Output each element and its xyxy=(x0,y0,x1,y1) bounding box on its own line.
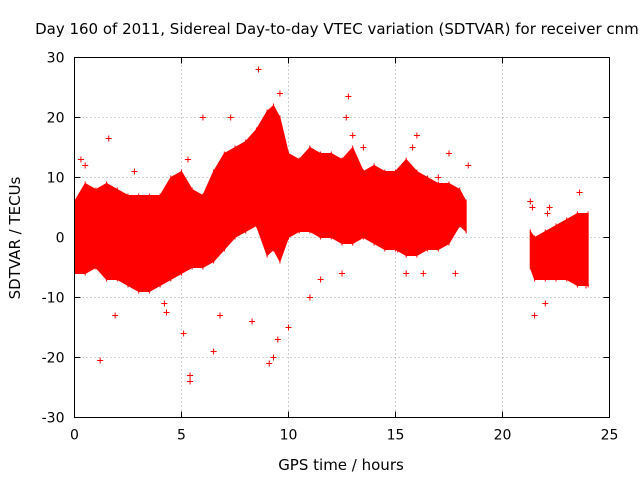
data-point xyxy=(180,330,187,337)
data-point xyxy=(112,312,119,319)
chart-title: Day 160 of 2011, Sidereal Day-to-day VTE… xyxy=(35,20,640,38)
data-point xyxy=(446,150,452,157)
data-point xyxy=(542,300,549,307)
data-band xyxy=(529,213,589,286)
x-tick-label: 25 xyxy=(601,428,619,444)
axis-ticks: 0 5 10 15 20 25 -30 -20 -10 0 10 20 30 xyxy=(42,51,619,444)
data-point xyxy=(259,174,266,181)
data-point xyxy=(343,114,350,121)
x-axis-label: GPS time / hours xyxy=(278,456,404,474)
x-tick-label: 5 xyxy=(177,428,186,444)
data-point xyxy=(187,372,194,379)
data-point xyxy=(131,168,138,175)
y-tick-label: 20 xyxy=(47,111,65,127)
y-tick-label: 30 xyxy=(47,51,65,67)
plot-frame xyxy=(74,57,610,418)
data-band xyxy=(74,104,467,292)
data-point xyxy=(345,93,352,100)
data-point xyxy=(285,324,292,331)
data-point xyxy=(578,270,585,277)
data-point xyxy=(452,270,459,277)
data-point xyxy=(544,210,551,217)
x-tick-label: 10 xyxy=(280,428,298,444)
data-point xyxy=(184,156,191,163)
x-tick-label: 0 xyxy=(70,428,79,444)
data-point xyxy=(529,204,536,211)
data-point xyxy=(82,162,89,169)
data-point xyxy=(317,276,324,283)
data-point xyxy=(217,312,224,319)
data-point xyxy=(465,162,472,169)
data-point xyxy=(339,270,345,277)
data-point xyxy=(420,270,427,277)
data-point xyxy=(77,156,84,163)
data-point xyxy=(105,135,112,142)
data-point xyxy=(403,270,410,277)
data-point xyxy=(161,300,168,307)
data-point xyxy=(576,189,583,196)
data-point xyxy=(163,309,170,316)
data-points xyxy=(77,66,589,385)
data-point xyxy=(546,204,553,211)
data-point xyxy=(413,132,420,139)
y-tick-label: -30 xyxy=(42,411,65,427)
data-point xyxy=(306,294,313,301)
data-point xyxy=(302,156,309,163)
x-tick-label: 20 xyxy=(494,428,512,444)
data-point xyxy=(255,66,262,73)
data-point xyxy=(360,144,367,151)
x-tick-label: 15 xyxy=(387,428,405,444)
data-point xyxy=(210,348,217,355)
data-point xyxy=(199,114,206,121)
y-tick-label: 10 xyxy=(47,171,65,187)
data-point xyxy=(274,336,281,343)
data-point xyxy=(270,354,277,361)
data-point xyxy=(276,90,283,97)
data-point xyxy=(527,198,534,205)
data-point xyxy=(409,144,416,151)
y-axis-label: SDTVAR / TECUs xyxy=(6,176,24,299)
data-point xyxy=(227,114,234,121)
data-point xyxy=(266,360,273,367)
data-point xyxy=(531,312,538,319)
data-point xyxy=(435,174,442,181)
y-tick-label: -20 xyxy=(42,351,65,367)
data-point xyxy=(249,318,256,325)
data-point xyxy=(582,282,589,289)
data-envelope xyxy=(74,103,589,294)
data-point xyxy=(97,357,104,364)
data-point xyxy=(394,246,401,253)
y-tick-label: -10 xyxy=(42,291,65,307)
data-point xyxy=(187,378,194,385)
y-tick-label: 0 xyxy=(56,231,65,247)
data-point xyxy=(349,132,356,139)
